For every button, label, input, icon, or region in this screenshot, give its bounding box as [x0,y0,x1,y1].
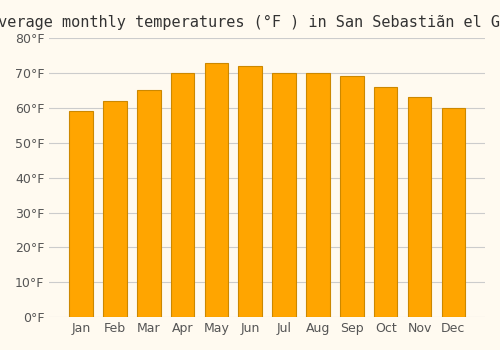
Bar [170,73,194,317]
Bar [137,90,160,317]
Bar [238,66,262,317]
Bar [272,73,296,317]
Bar [103,101,126,317]
Bar [204,63,229,317]
Title: Average monthly temperatures (°F ) in San Sebastiãn el Grande: Average monthly temperatures (°F ) in Sa… [0,15,500,30]
Bar [408,97,432,317]
Bar [442,108,465,317]
Bar [374,87,398,317]
Bar [69,111,93,317]
Bar [306,73,330,317]
Bar [340,77,363,317]
